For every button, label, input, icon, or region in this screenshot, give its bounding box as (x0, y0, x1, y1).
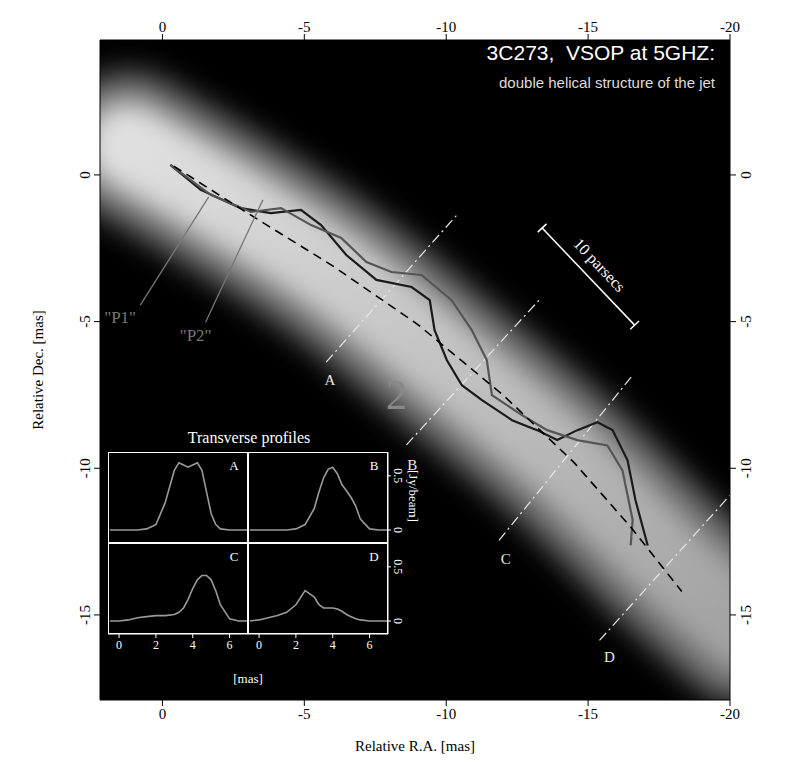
svg-text:-5: -5 (298, 706, 311, 722)
html-text:Transverse profiles: Transverse profiles (187, 429, 311, 446)
svg-text:Relative R.A. [mas]: Relative R.A. [mas] (355, 738, 475, 754)
svg-text:-15: -15 (77, 605, 93, 625)
html-text:B: B (369, 458, 379, 473)
html-text:[Jy/beam]: [Jy/beam] (406, 470, 421, 522)
svg-text:"P1": "P1" (104, 308, 136, 327)
svg-text:0: 0 (159, 19, 167, 35)
svg-text:-10: -10 (436, 706, 456, 722)
svg-text:-5: -5 (298, 19, 311, 35)
svg-text:4: 4 (190, 638, 196, 652)
svg-text:-15: -15 (578, 706, 598, 722)
svg-text:-10: -10 (436, 19, 456, 35)
svg-text:-20: -20 (720, 706, 740, 722)
html-text:D: D (369, 549, 379, 564)
svg-text:A: A (324, 372, 335, 388)
svg-text:-20: -20 (720, 19, 740, 35)
svg-text:C: C (501, 551, 511, 567)
svg-text:0: 0 (391, 618, 404, 624)
html-text:double helical structure of th: double helical structure of the jet (499, 74, 715, 91)
svg-text:-5: -5 (77, 315, 93, 328)
svg-text:2: 2 (293, 638, 299, 652)
svg-text:0: 0 (391, 527, 404, 533)
svg-text:-5: -5 (738, 315, 754, 328)
svg-text:0: 0 (116, 638, 122, 652)
svg-text:-10: -10 (77, 458, 93, 478)
svg-text:6: 6 (227, 638, 233, 652)
svg-text:0.5: 0.5 (391, 468, 404, 483)
svg-text:2: 2 (153, 638, 159, 652)
svg-text:2: 2 (386, 372, 407, 418)
svg-text:0.5: 0.5 (391, 559, 404, 574)
svg-text:0: 0 (77, 171, 93, 179)
svg-text:4: 4 (330, 638, 336, 652)
html-text:A: A (229, 458, 239, 473)
svg-text:-10: -10 (738, 458, 754, 478)
svg-text:10 parsecs: 10 parsecs (569, 235, 628, 296)
svg-text:-15: -15 (738, 605, 754, 625)
svg-text:0: 0 (256, 638, 262, 652)
svg-text:6: 6 (367, 638, 373, 652)
svg-text:"P2": "P2" (180, 326, 212, 345)
svg-text:-15: -15 (578, 19, 598, 35)
svg-text:0: 0 (159, 706, 167, 722)
html-text:[mas]: [mas] (233, 671, 263, 686)
svg-text:0: 0 (738, 171, 754, 179)
svg-text:Relative Dec. [mas]: Relative Dec. [mas] (30, 310, 46, 430)
svg-text:D: D (604, 649, 615, 665)
svg-text:B: B (407, 457, 418, 474)
html-text:3C273, VSOP at 5GHZ:: 3C273, VSOP at 5GHZ: (486, 41, 715, 64)
html-text:C: C (229, 549, 239, 564)
